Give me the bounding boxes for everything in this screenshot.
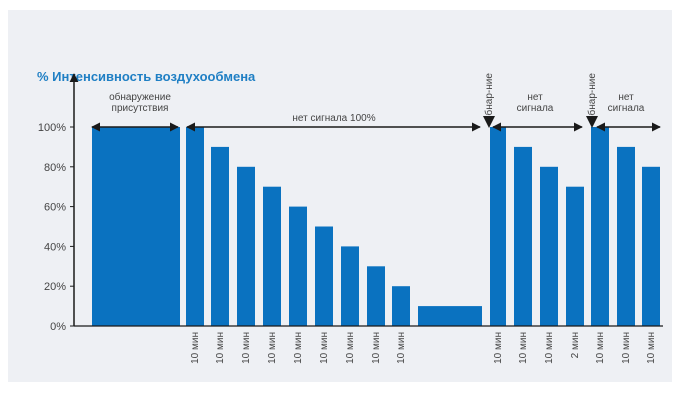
x-tick-label: 2 мин xyxy=(570,332,581,358)
y-tick-label: 40% xyxy=(44,241,66,253)
y-tick-label: 60% xyxy=(44,202,66,214)
no-signal-label-2-line1: нет xyxy=(618,92,634,103)
bar xyxy=(617,146,635,326)
detect-down-arrow-1 xyxy=(483,116,495,128)
bar xyxy=(341,246,359,326)
x-tick-label: 10 мин xyxy=(646,332,657,364)
x-tick-label: 10 мин xyxy=(371,332,382,364)
presence-label-line2: присутствия xyxy=(112,103,169,114)
chart-panel: % Интенсивность воздухообмена 0% 20% 40% 60… xyxy=(8,10,672,382)
y-tick-label: 20% xyxy=(44,281,66,293)
chart-title: % Интенсивность воздухообмена xyxy=(37,69,256,84)
y-tick-label: 80% xyxy=(44,162,66,174)
x-tick-label: 10 мин xyxy=(518,332,529,364)
x-tick-label: 10 мин xyxy=(190,332,201,364)
no-signal-label-1-line1: нет xyxy=(527,92,543,103)
bar xyxy=(514,146,532,326)
bar xyxy=(315,226,333,326)
no-signal-label-2-line2: сигнала xyxy=(608,103,645,114)
bar xyxy=(540,166,558,326)
x-tick-label: 10 мин xyxy=(493,332,504,364)
detect-down-arrow-2 xyxy=(586,116,598,128)
y-tick-label: 0% xyxy=(50,321,66,333)
annotations: обнаружение присутствия нет сигнала 100%… xyxy=(91,73,661,132)
bar xyxy=(418,306,482,326)
bar xyxy=(392,286,410,326)
bar xyxy=(92,127,180,326)
bar xyxy=(263,186,281,326)
bar xyxy=(289,206,307,326)
x-tick-label: 10 мин xyxy=(319,332,330,364)
bar xyxy=(642,166,660,326)
bars xyxy=(92,127,660,326)
x-tick-label: 10 мин xyxy=(345,332,356,364)
detect-short-label-2: обнар-ние xyxy=(586,73,598,121)
x-tick-label: 10 мин xyxy=(544,332,555,364)
x-tick-label: 10 мин xyxy=(267,332,278,364)
x-tick-label: 10 мин xyxy=(293,332,304,364)
no-signal-100-label: нет сигнала 100% xyxy=(292,113,375,124)
y-tick-label: 100% xyxy=(38,122,66,134)
bar xyxy=(237,166,255,326)
x-tick-label: 10 мин xyxy=(621,332,632,364)
bar xyxy=(490,127,506,326)
x-tick-label: 10 мин xyxy=(241,332,252,364)
bar xyxy=(186,127,204,326)
x-tick-label: 10 мин xyxy=(215,332,226,364)
bar xyxy=(367,266,385,326)
x-tick-label: 10 мин xyxy=(595,332,606,364)
y-axis-ticks: 0% 20% 40% 60% 80% 100% xyxy=(38,122,74,333)
x-axis-labels: 10 мин 10 мин 10 мин 10 мин 10 мин 10 мин 10 м… xyxy=(190,332,657,364)
x-tick-label: 10 мин xyxy=(396,332,407,364)
bar xyxy=(566,186,584,326)
air-exchange-chart: % Интенсивность воздухообмена 0% 20% 40% 60… xyxy=(37,69,663,364)
bar xyxy=(591,127,609,326)
no-signal-label-1-line2: сигнала xyxy=(517,103,554,114)
presence-label-line1: обнаружение xyxy=(109,91,171,103)
detect-short-label-1: обнар-ние xyxy=(483,73,495,121)
bar xyxy=(211,146,229,326)
